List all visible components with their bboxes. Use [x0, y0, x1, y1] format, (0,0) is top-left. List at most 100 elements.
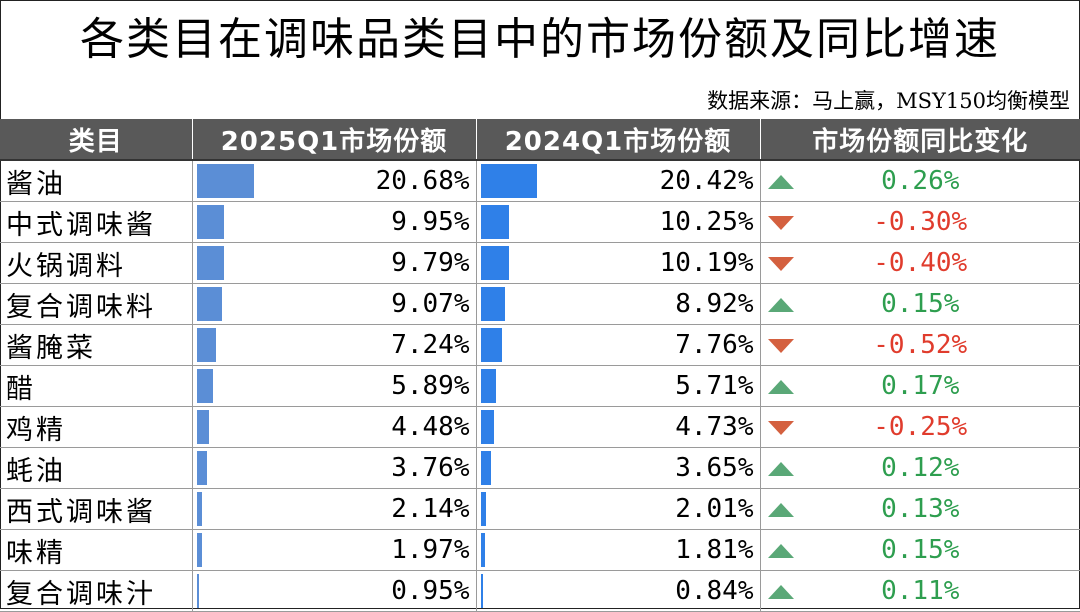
share-2025-cell: 9.95%	[192, 201, 477, 243]
share-2024-bar	[480, 410, 494, 444]
change-value: 0.26%	[881, 166, 960, 196]
share-2025-value: 2.14%	[391, 494, 470, 524]
share-2025-cell: 2.14%	[192, 488, 477, 530]
share-2024-bar	[480, 287, 506, 321]
share-2024-bar	[480, 533, 486, 567]
triangle-up-icon	[767, 462, 794, 476]
share-2024-value: 20.42%	[659, 166, 754, 196]
change-value: 0.13%	[881, 494, 960, 524]
share-2025-value: 7.24%	[391, 330, 470, 360]
category-label: 中式调味酱	[0, 201, 193, 243]
change-value: 0.12%	[881, 453, 960, 483]
share-2024-bar	[480, 369, 497, 403]
change-cell: -0.40%	[760, 242, 1080, 284]
share-2025-bar	[196, 492, 203, 526]
change-value: 0.17%	[881, 371, 960, 401]
table-row: 鸡精 4.48% 4.73% -0.25%	[0, 406, 1080, 448]
share-2025-bar	[196, 328, 217, 362]
triangle-down-icon	[767, 339, 794, 353]
triangle-up-icon	[767, 585, 794, 599]
category-label: 复合调味料	[0, 283, 193, 325]
share-2025-bar	[196, 205, 224, 239]
share-2025-cell: 9.07%	[192, 283, 477, 325]
change-value: -0.52%	[873, 330, 968, 360]
header-change: 市场份额同比变化	[760, 119, 1080, 161]
share-2024-cell: 20.42%	[476, 160, 761, 202]
share-2024-bar	[480, 492, 487, 526]
table-row: 火锅调料 9.79% 10.19% -0.40%	[0, 242, 1080, 284]
chart-title: 各类目在调味品类目中的市场份额及同比增速	[80, 14, 1000, 65]
change-cell: 0.17%	[760, 365, 1080, 407]
share-2024-value: 1.81%	[675, 535, 754, 565]
table-row: 酱腌菜 7.24% 7.76% -0.52%	[0, 324, 1080, 366]
share-2025-bar	[196, 287, 222, 321]
share-2025-value: 9.95%	[391, 207, 470, 237]
share-2025-bar	[196, 451, 207, 485]
triangle-up-icon	[767, 544, 794, 558]
table-row: 复合调味料 9.07% 8.92% 0.15%	[0, 283, 1080, 325]
share-2025-value: 5.89%	[391, 371, 470, 401]
share-2024-value: 7.76%	[675, 330, 754, 360]
share-2025-cell: 0.95%	[192, 570, 477, 612]
change-value: 0.15%	[881, 535, 960, 565]
category-label: 醋	[0, 365, 193, 407]
change-cell: 0.15%	[760, 283, 1080, 325]
header-share-2024: 2024Q1市场份额	[476, 119, 761, 161]
table-row: 西式调味酱 2.14% 2.01% 0.13%	[0, 488, 1080, 530]
table-row: 复合调味汁 0.95% 0.84% 0.11%	[0, 570, 1080, 612]
triangle-up-icon	[767, 380, 794, 394]
change-cell: 0.13%	[760, 488, 1080, 530]
share-2024-cell: 2.01%	[476, 488, 761, 530]
share-2025-bar	[196, 246, 224, 280]
share-2024-cell: 10.19%	[476, 242, 761, 284]
share-2024-bar	[480, 574, 483, 608]
change-cell: -0.30%	[760, 201, 1080, 243]
change-value: -0.25%	[873, 412, 968, 442]
share-2025-cell: 3.76%	[192, 447, 477, 489]
share-2025-value: 9.79%	[391, 248, 470, 278]
share-2024-value: 2.01%	[675, 494, 754, 524]
triangle-down-icon	[767, 421, 794, 435]
triangle-down-icon	[767, 257, 794, 271]
change-cell: 0.12%	[760, 447, 1080, 489]
share-2025-value: 20.68%	[375, 166, 470, 196]
table-body: 酱油 20.68% 20.42% 0.26% 中式调味酱 9.95% 10.25% -0.30…	[0, 160, 1080, 612]
share-2025-value: 0.95%	[391, 576, 470, 606]
share-2024-value: 3.65%	[675, 453, 754, 483]
share-2024-bar	[480, 246, 509, 280]
share-2025-bar	[196, 164, 254, 198]
share-2024-cell: 5.71%	[476, 365, 761, 407]
share-2024-cell: 0.84%	[476, 570, 761, 612]
triangle-up-icon	[767, 298, 794, 312]
share-2025-cell: 4.48%	[192, 406, 477, 448]
header-category: 类目	[0, 119, 193, 161]
change-cell: -0.52%	[760, 324, 1080, 366]
triangle-up-icon	[767, 503, 794, 517]
share-2024-cell: 7.76%	[476, 324, 761, 366]
table-row: 味精 1.97% 1.81% 0.15%	[0, 529, 1080, 571]
share-2024-value: 0.84%	[675, 576, 754, 606]
change-value: -0.40%	[873, 248, 968, 278]
category-label: 味精	[0, 529, 193, 571]
change-value: -0.30%	[873, 207, 968, 237]
share-2025-value: 1.97%	[391, 535, 470, 565]
share-2024-cell: 8.92%	[476, 283, 761, 325]
category-label: 蚝油	[0, 447, 193, 489]
change-value: 0.15%	[881, 289, 960, 319]
share-2024-bar	[480, 205, 509, 239]
share-2024-bar	[480, 328, 502, 362]
share-2025-cell: 9.79%	[192, 242, 477, 284]
share-2024-bar	[480, 164, 537, 198]
category-label: 酱油	[0, 160, 193, 202]
share-2024-value: 10.19%	[659, 248, 754, 278]
category-label: 火锅调料	[0, 242, 193, 284]
triangle-down-icon	[767, 216, 794, 230]
market-share-table: 类目 2025Q1市场份额 2024Q1市场份额 市场份额同比变化 酱油 20.6…	[0, 119, 1080, 612]
share-2024-cell: 4.73%	[476, 406, 761, 448]
share-2024-value: 4.73%	[675, 412, 754, 442]
table-row: 蚝油 3.76% 3.65% 0.12%	[0, 447, 1080, 489]
share-2024-cell: 1.81%	[476, 529, 761, 571]
category-label: 酱腌菜	[0, 324, 193, 366]
header-share-2025: 2025Q1市场份额	[192, 119, 477, 161]
change-cell: -0.25%	[760, 406, 1080, 448]
